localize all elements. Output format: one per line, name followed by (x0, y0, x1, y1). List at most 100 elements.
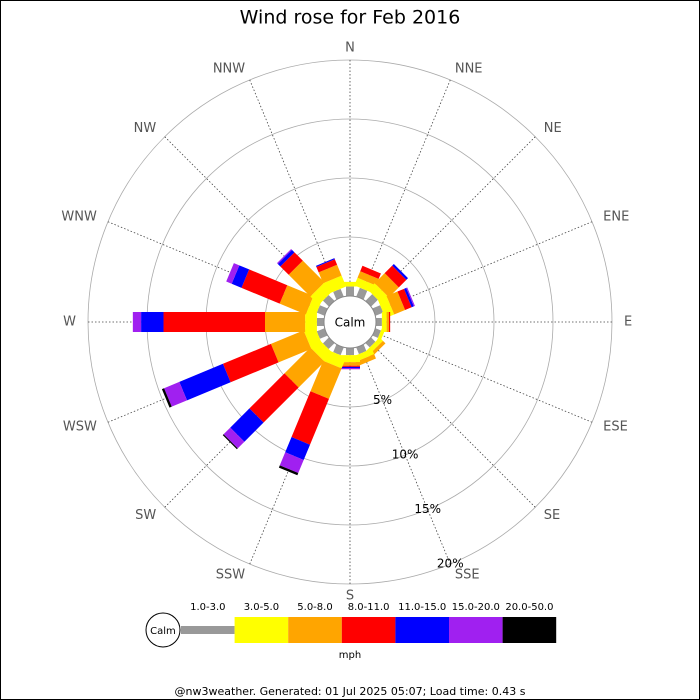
chart-title: Wind rose for Feb 2016 (240, 7, 461, 29)
rose-segment (222, 434, 238, 450)
rose-segment (357, 271, 379, 286)
rose-segment (388, 312, 391, 332)
rose-segment (285, 437, 311, 460)
calm-label: Calm (335, 316, 366, 330)
rose-segment (315, 258, 335, 267)
legend-calm-label: Calm (150, 626, 176, 637)
rose-segment (276, 248, 292, 264)
direction-label: ENE (603, 210, 629, 225)
rose-segment (406, 287, 415, 307)
direction-label: SW (135, 508, 156, 523)
rose-segment (265, 312, 306, 332)
rose-segment (360, 265, 381, 279)
rose-segment (230, 408, 264, 442)
legend-swatch (234, 617, 289, 643)
legend-label: 1.0-3.0 (190, 602, 225, 613)
rose-segment (291, 391, 329, 445)
rose-segment (316, 318, 324, 326)
units-label: mph (339, 650, 361, 661)
rose-segment (340, 355, 360, 363)
rose-segment (386, 312, 389, 332)
legend-label: 11.0-15.0 (398, 602, 446, 613)
legend-label: 8.0-11.0 (348, 602, 390, 613)
legend-swatch (341, 617, 396, 643)
rose-segment (316, 305, 328, 316)
rose-segment (346, 286, 354, 296)
rose-segment (279, 285, 314, 315)
rose-segment (346, 348, 354, 356)
legend-swatch (502, 617, 557, 643)
rose-segment (333, 288, 344, 300)
legend-label: 20.0-50.0 (505, 602, 553, 613)
spoke (359, 79, 451, 299)
legend-label: 15.0-20.0 (452, 602, 500, 613)
spoke (359, 345, 451, 565)
rose-segment (386, 291, 406, 315)
ring-label: 15% (414, 502, 441, 516)
spoke (368, 340, 536, 508)
rose-segment (277, 249, 295, 267)
direction-label: S (346, 589, 354, 604)
ring-label: 5% (373, 393, 392, 407)
rose-segment (280, 252, 303, 275)
rose-segment (323, 275, 347, 295)
rose-segment (284, 347, 325, 388)
rose-segment (374, 273, 399, 298)
rose-segment (231, 265, 250, 288)
rose-segment (333, 344, 344, 356)
rose-segment (397, 288, 412, 310)
rose-segment (179, 363, 231, 401)
ring-label: 20% (437, 557, 464, 571)
footer: @nw3weather. Generated: 01 Jul 2025 05:0… (175, 685, 526, 698)
direction-label: E (624, 315, 632, 330)
direction-label: NNW (213, 61, 245, 76)
spoke (373, 331, 593, 423)
direction-label: SSE (455, 568, 480, 583)
spoke (249, 79, 341, 299)
rose-segment (318, 264, 342, 284)
rose-segment (223, 427, 245, 449)
rose-segment (161, 388, 172, 408)
rose-segment (392, 264, 408, 280)
calm-circle (323, 295, 377, 349)
rose-segment (376, 318, 382, 326)
rose-segment (270, 330, 312, 363)
rose-segment (163, 312, 265, 332)
legend-swatch (395, 617, 449, 643)
legend-calm (145, 612, 181, 648)
legend-swatch (181, 626, 235, 634)
direction-label: N (345, 41, 355, 56)
direction-label: ESE (603, 419, 628, 434)
direction-label: W (63, 315, 76, 330)
direction-label: SSW (216, 568, 246, 583)
rose-segment (164, 381, 187, 407)
direction-label: SE (544, 508, 560, 523)
rose-segment (365, 337, 376, 348)
rose-segment (241, 269, 288, 304)
rose-segment (279, 452, 304, 474)
direction-label: WSW (63, 419, 97, 434)
rose-segment (340, 365, 360, 367)
rose-segment (278, 465, 299, 476)
rose-segment (226, 263, 240, 284)
rose-segment (340, 366, 360, 369)
rose-segment (288, 260, 325, 297)
legend-label: 5.0-8.0 (297, 602, 332, 613)
direction-label: NE (544, 121, 562, 136)
rose-segment (141, 312, 164, 332)
rose-segment (316, 259, 338, 273)
rose-segment (356, 287, 368, 300)
legend-swatch (288, 617, 342, 643)
rose-segment (132, 312, 142, 332)
rose-segment (310, 360, 342, 399)
rose-segment (340, 368, 360, 370)
rose-segment (249, 373, 299, 423)
ring-label: 10% (392, 448, 419, 462)
rose-segment (384, 265, 407, 288)
rose-segment (222, 343, 279, 383)
direction-label: WNW (61, 210, 97, 225)
rose-segment (372, 305, 384, 316)
legend-swatch (449, 617, 503, 643)
legend-label: 3.0-5.0 (244, 602, 279, 613)
